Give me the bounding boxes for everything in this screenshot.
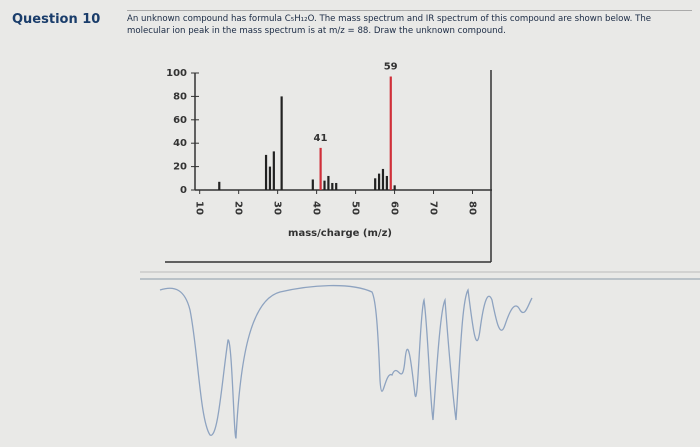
peak	[393, 185, 396, 190]
x-tick-label: 20	[233, 201, 244, 215]
peak	[327, 175, 330, 190]
peak-label: 59	[384, 62, 398, 73]
peak	[374, 178, 377, 190]
y-tick-label: 100	[166, 68, 187, 79]
peak	[311, 179, 314, 190]
x-axis-label: mass/charge (m/z)	[288, 228, 392, 239]
x-tick-label: 40	[311, 201, 322, 215]
y-tick-label: 40	[173, 138, 187, 149]
peak	[319, 147, 322, 190]
y-tick-label: 0	[180, 185, 187, 196]
x-tick-label: 30	[272, 201, 283, 215]
peak	[377, 173, 381, 190]
x-tick-label: 80	[467, 201, 478, 215]
y-tick-label: 20	[173, 162, 187, 173]
x-tick-label: 60	[389, 201, 400, 215]
peak	[389, 76, 392, 190]
peak-label: 41	[314, 133, 328, 144]
peak	[385, 175, 388, 190]
x-tick-label: 70	[428, 201, 439, 215]
y-tick-label: 80	[173, 91, 187, 102]
peak	[272, 151, 275, 190]
peak	[280, 96, 283, 190]
x-tick-label: 10	[194, 201, 205, 215]
y-tick-label: 60	[173, 115, 187, 126]
peak	[218, 181, 221, 190]
peak	[268, 166, 272, 190]
peak	[335, 182, 338, 190]
question-text: An unknown compound has formula C₅H₁₂O. …	[127, 10, 692, 37]
peak	[381, 168, 385, 190]
peak	[323, 180, 326, 190]
peak	[264, 154, 268, 190]
ir-spectrum	[159, 284, 533, 439]
x-tick-label: 50	[350, 201, 361, 215]
question-label: Question 10	[12, 12, 101, 27]
peak	[331, 182, 334, 190]
